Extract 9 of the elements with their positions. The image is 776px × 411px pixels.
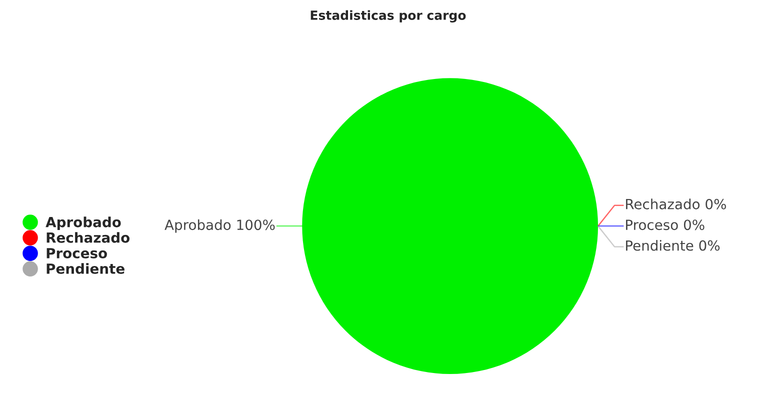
- legend-label: Aprobado: [46, 216, 121, 230]
- chart-title: Estadisticas por cargo: [310, 10, 466, 22]
- category-label: Rechazado 0%: [626, 198, 726, 210]
- legend-label: Pendiente: [46, 263, 124, 274]
- category-label: Proceso 0%: [626, 220, 704, 230]
- category-label: Pendiente 0%: [626, 240, 720, 251]
- category-label: Aprobado 100%: [164, 219, 275, 233]
- legend-label: Proceso: [46, 248, 107, 258]
- legend-label: Rechazado: [46, 232, 130, 243]
